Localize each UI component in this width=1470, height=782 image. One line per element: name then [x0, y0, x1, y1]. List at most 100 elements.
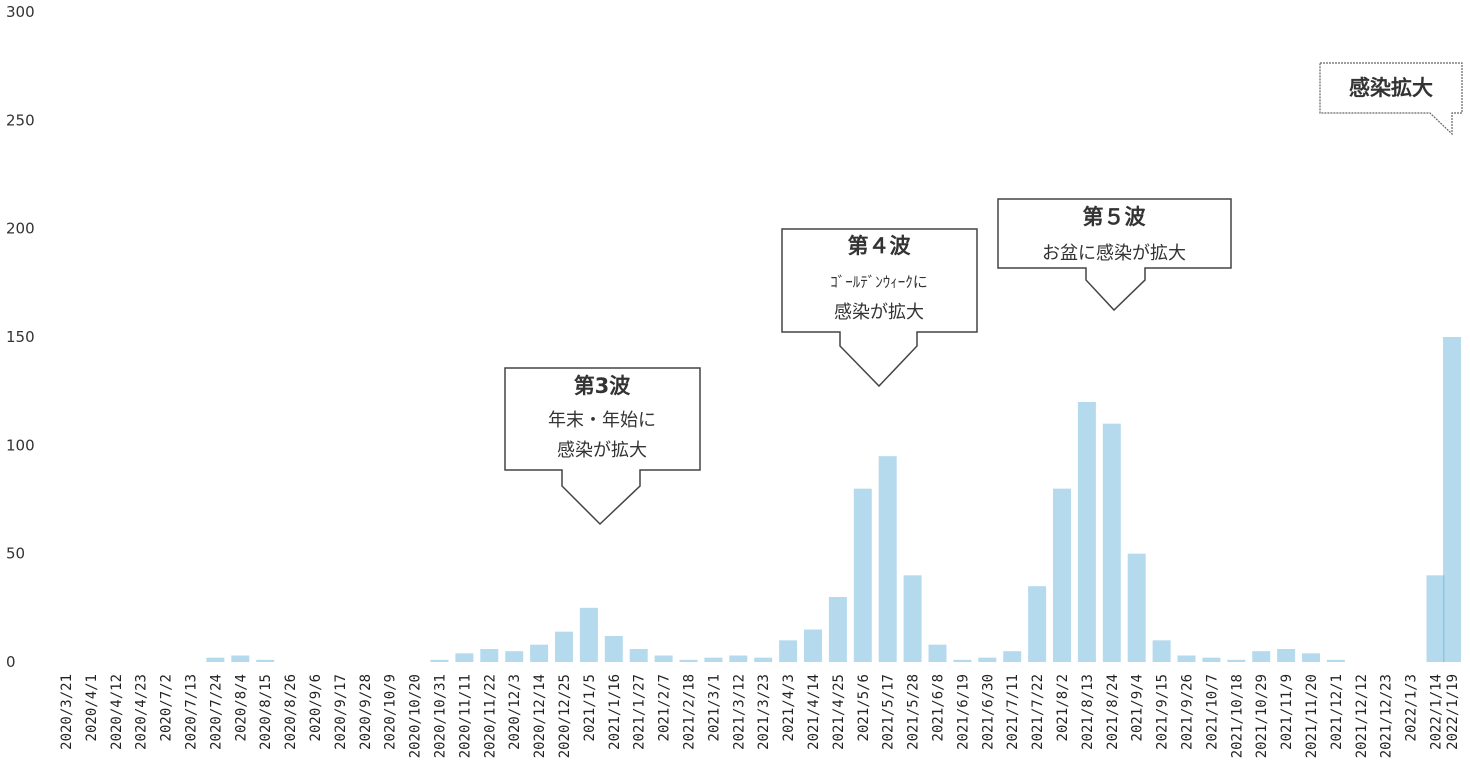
bar [779, 640, 798, 662]
x-tick-label: 2020/12/3 [507, 674, 523, 750]
callout-wave-3: 第3波 年末・年始に 感染が拡大 [504, 367, 701, 526]
bar [1077, 402, 1096, 662]
bar [455, 653, 474, 662]
callout-wave-5-line-1: お盆に感染が拡大 [1042, 243, 1186, 264]
callout-wave-4: 第４波 ｺﾞｰﾙﾃﾞﾝｳｨｰｸに 感染が拡大 [781, 228, 978, 388]
callout-wave-3-shape [504, 367, 701, 526]
y-tick-label: 50 [6, 545, 25, 563]
x-tick-label: 2021/7/11 [1005, 674, 1021, 750]
callout-wave-4-title: 第４波 [848, 234, 912, 258]
bar [903, 575, 922, 662]
x-tick-label: 2021/5/17 [881, 674, 897, 750]
x-tick-label: 2021/9/15 [1155, 674, 1171, 750]
x-tick-label: 2021/12/23 [1379, 674, 1395, 758]
bar [804, 629, 822, 662]
x-tick-label: 2021/8/24 [1105, 674, 1121, 750]
x-tick-label: 2020/12/14 [532, 674, 548, 758]
x-tick-label: 2021/3/12 [731, 674, 747, 750]
x-tick-label: 2020/7/2 [159, 674, 175, 741]
bar [530, 644, 549, 662]
bar [1302, 653, 1320, 662]
x-tick-label: 2020/12/25 [557, 674, 573, 758]
x-tick-label: 2021/9/26 [1180, 674, 1196, 750]
bar [1326, 659, 1345, 662]
x-tick-label: 2021/11/20 [1304, 674, 1320, 758]
bar [1102, 423, 1121, 662]
bar [654, 655, 673, 662]
x-axis: 2020/3/21 2020/4/1 2020/4/12 2020/4/23 2020/… [59, 674, 1461, 758]
x-tick-label: 2022/1/19 [1445, 674, 1461, 750]
bar [604, 636, 623, 662]
bar [978, 657, 997, 662]
x-tick-label: 2020/8/26 [283, 674, 299, 750]
y-tick-label: 250 [6, 111, 35, 129]
bar [1003, 651, 1022, 662]
bar [555, 631, 573, 662]
bar [754, 657, 773, 662]
y-tick-label: 300 [6, 3, 35, 21]
x-tick-label: 2021/1/16 [607, 674, 623, 750]
callout-wave-5-shape [997, 198, 1232, 312]
callout-wave-4-shape [781, 228, 978, 388]
x-tick-label: 2020/10/20 [408, 674, 424, 758]
callout-wave-3-line-1: 年末・年始に [548, 410, 656, 431]
bar [206, 657, 225, 662]
x-tick-label: 2021/5/28 [906, 674, 922, 750]
bar [1053, 488, 1071, 662]
x-tick-label: 2021/1/27 [632, 674, 648, 750]
x-tick-label: 2020/4/12 [109, 674, 125, 750]
bar [256, 659, 275, 662]
bar [704, 657, 723, 662]
x-tick-label: 2021/12/12 [1354, 674, 1370, 758]
x-tick-label: 2020/4/23 [134, 674, 150, 750]
x-tick-label: 2020/9/28 [358, 674, 374, 750]
x-tick-label: 2020/4/1 [84, 674, 100, 741]
bar [1227, 659, 1246, 662]
x-tick-label: 2021/2/7 [657, 674, 673, 741]
bar [231, 655, 250, 662]
x-tick-label: 2021/10/29 [1254, 674, 1270, 758]
x-tick-label: 2020/7/24 [208, 674, 224, 750]
callout-wave-5: 第５波 お盆に感染が拡大 [997, 198, 1232, 312]
callout-wave-4-line-2: 感染が拡大 [834, 302, 924, 323]
bar [853, 488, 872, 662]
x-tick-label: 2021/6/19 [955, 674, 971, 750]
x-tick-label: 2020/11/22 [482, 674, 498, 758]
x-tick-label: 2021/8/13 [1080, 674, 1096, 750]
x-tick-label: 2021/3/1 [706, 674, 722, 741]
x-tick-label: 2022/1/14 [1429, 674, 1445, 750]
x-tick-label: 2021/12/1 [1329, 674, 1345, 750]
bar [679, 659, 698, 662]
callout-wave-3-title: 第3波 [574, 374, 632, 398]
x-tick-label: 2020/8/15 [258, 674, 274, 750]
x-tick-label: 2020/11/11 [457, 674, 473, 758]
bar [828, 597, 847, 662]
y-tick-label: 150 [6, 328, 35, 346]
x-tick-label: 2021/11/9 [1279, 674, 1295, 750]
x-tick-label: 2021/8/2 [1055, 674, 1071, 741]
bar [1028, 586, 1047, 662]
callout-wave-3-line-2: 感染が拡大 [557, 440, 647, 461]
x-tick-label: 2020/9/17 [333, 674, 349, 750]
x-tick-label: 2021/10/18 [1229, 674, 1245, 758]
x-tick-label: 2021/4/3 [781, 674, 797, 741]
x-tick-label: 2021/4/14 [806, 674, 822, 750]
callout-wave-5-title: 第５波 [1083, 205, 1147, 229]
bar [1426, 575, 1445, 662]
y-tick-label: 200 [6, 220, 35, 238]
bar [1277, 649, 1296, 662]
x-tick-label: 2021/5/6 [856, 674, 872, 741]
bar [729, 655, 748, 662]
x-tick-label: 2022/1/3 [1404, 674, 1420, 741]
y-tick-label: 0 [6, 653, 16, 671]
bar [953, 659, 972, 662]
y-tick-label: 100 [6, 436, 35, 454]
bar [878, 456, 897, 662]
x-tick-label: 2021/6/30 [980, 674, 996, 750]
x-tick-label: 2020/9/6 [308, 674, 324, 741]
bar [579, 607, 598, 662]
bar [1252, 651, 1271, 662]
bar [1177, 655, 1196, 662]
x-tick-label: 2021/7/22 [1030, 674, 1046, 750]
y-axis: 0 50 100 150 200 250 300 [6, 3, 35, 671]
